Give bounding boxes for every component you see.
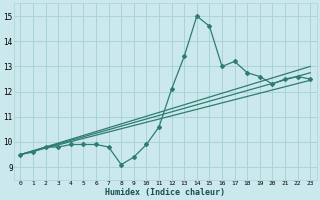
- X-axis label: Humidex (Indice chaleur): Humidex (Indice chaleur): [105, 188, 225, 197]
